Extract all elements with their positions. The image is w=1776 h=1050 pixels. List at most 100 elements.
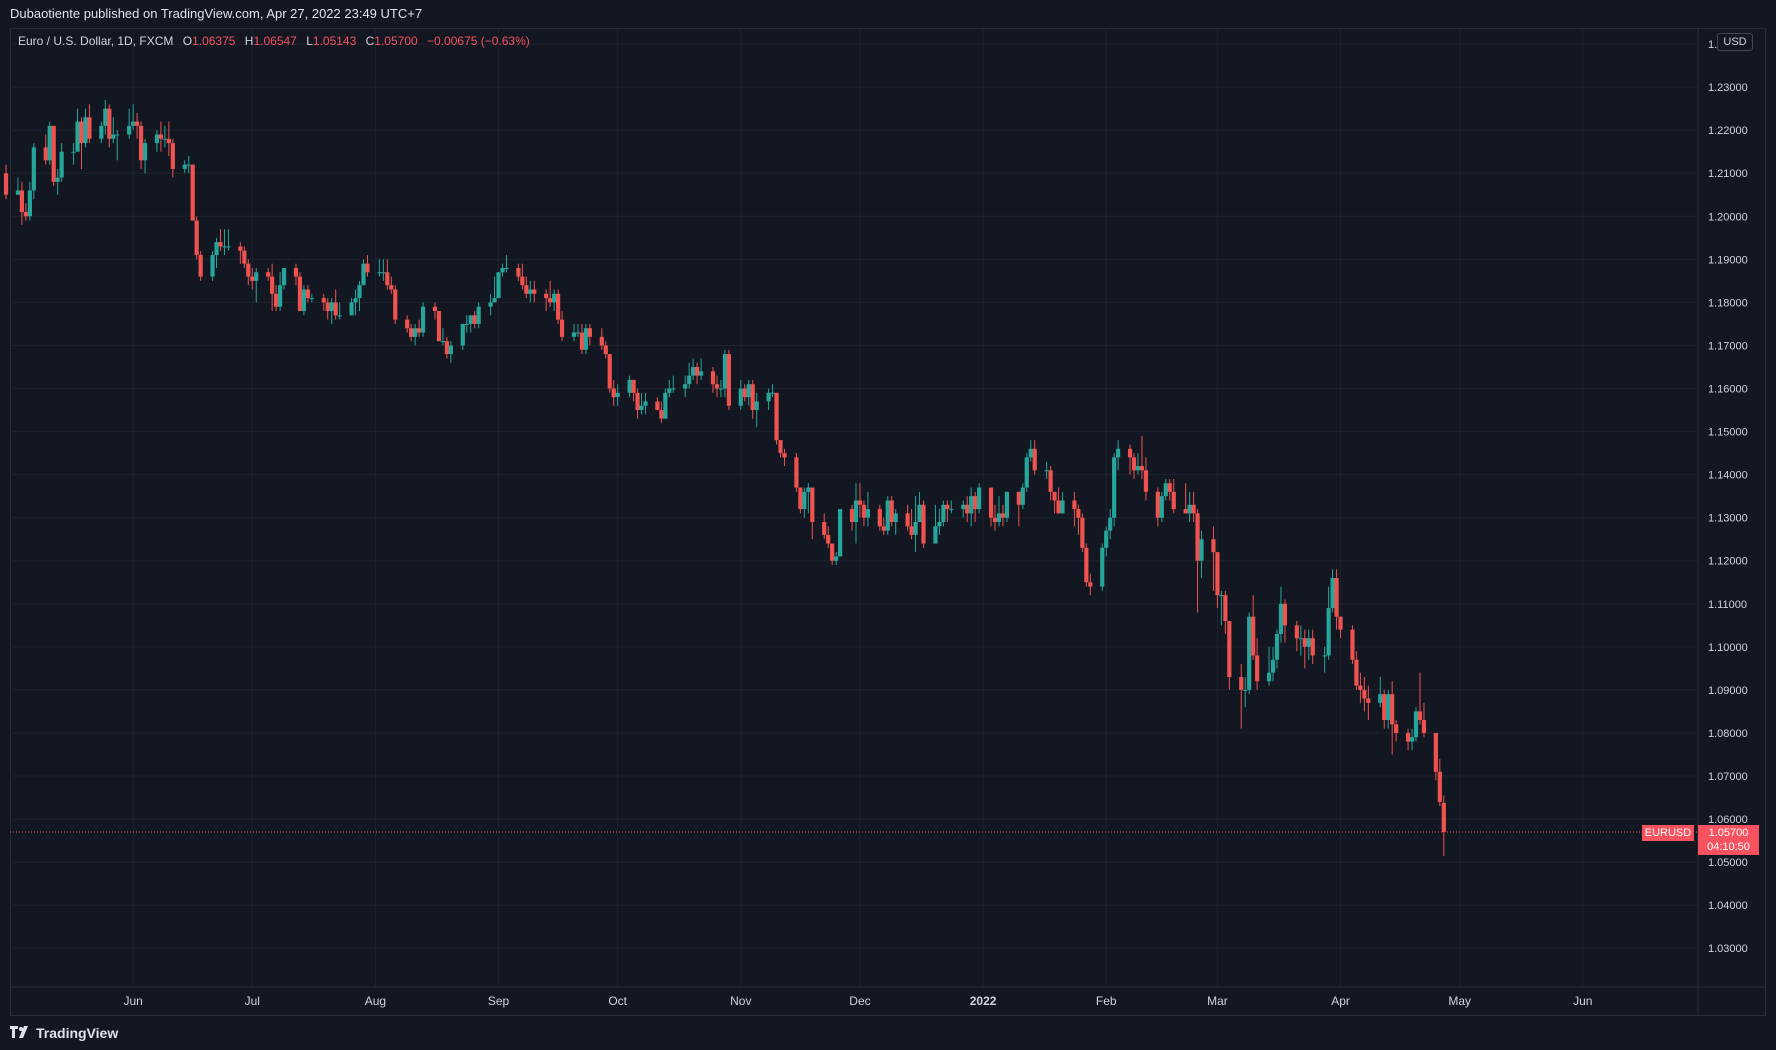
candle-body [806,487,811,492]
candle-body [992,517,998,522]
candle-body [1326,608,1331,656]
candle-body [718,388,724,390]
candle-body [710,371,716,385]
candle-body [988,487,994,518]
candle-body [1274,633,1280,660]
candle-body [1088,582,1093,587]
candle-body [226,246,231,248]
candle-body [798,487,803,510]
candle-body [182,164,187,169]
candle-body [937,521,942,527]
candle-body [3,173,9,195]
candle-body [544,293,549,299]
candle-body [1167,483,1172,492]
candle-body [1354,659,1359,686]
candle-body [774,392,779,441]
candle-body [194,220,199,256]
candle-body [19,190,25,212]
candle-body [746,384,751,398]
published-text: Dubaotiente published on TradingView.com… [10,6,423,21]
candle-body [1199,539,1204,561]
candle-body [556,293,561,320]
candle-body [1322,655,1327,657]
tradingview-logo-icon[interactable] [10,1025,30,1041]
x-tick-label: Jun [1573,994,1592,1008]
candle-body [385,272,390,286]
candle-body [1028,448,1033,458]
candle-body [893,513,898,522]
candle-body [333,302,338,316]
candle-body [250,276,255,281]
candle-body [492,298,497,303]
candle-body [1409,737,1415,742]
candle-body [977,487,982,510]
candle-body [615,392,620,398]
currency-selector[interactable]: USD [1717,33,1753,51]
candle-body [1255,655,1260,682]
high-value: 1.06547 [253,34,297,48]
candle-body [691,366,696,376]
candle-body [1405,732,1411,742]
candle-body [1350,629,1355,660]
candle-body [142,143,148,161]
candle-body [655,401,660,411]
y-tick-label: 1.07000 [1708,771,1748,783]
candle-body [1052,491,1057,501]
y-tick-label: 1.15000 [1708,427,1748,439]
candle-body [1048,470,1053,492]
candle-body [321,298,326,303]
candle-body [548,298,553,303]
candle-body [528,289,533,294]
axes: 1.240001.230001.220001.210001.200001.190… [10,29,1766,1015]
candle-body [432,306,438,312]
candle-body [416,328,422,333]
candle-body [603,345,608,355]
candle-body [55,177,60,182]
candle-body [325,302,330,312]
candle-body [1306,638,1311,647]
symbol-description[interactable]: Euro / U.S. Dollar, 1D, FXCM [18,34,174,48]
chart-frame[interactable] [10,28,1766,1016]
y-tick-label: 1.16000 [1708,384,1748,396]
candle-body [1004,491,1010,518]
candle-body [671,388,676,390]
candle-body [1155,491,1160,518]
candle-body [293,267,299,277]
candle-body [1330,577,1335,609]
candle-body [722,354,728,389]
y-tick-label: 1.03000 [1708,943,1748,955]
low-value: 1.05143 [312,34,357,48]
candle-body [635,392,640,411]
candle-body [639,405,644,411]
candle-body [365,263,370,273]
x-tick-label: 2022 [970,994,997,1008]
candle-body [361,263,366,286]
y-tick-label: 1.21000 [1708,168,1748,180]
candle-body [198,255,203,277]
candle-body [575,332,581,334]
candle-body [277,285,283,307]
close-label: C [365,34,375,48]
candle-body [1195,513,1200,561]
candle-body [631,379,636,393]
candle-body [698,371,704,376]
candle-body [1084,547,1089,583]
candle-body [31,147,36,191]
low-label: L [306,34,313,48]
candle-body [47,125,52,161]
y-tick-label: 1.17000 [1708,340,1748,352]
candle-body [1219,595,1224,597]
footer-brand[interactable]: TradingView [36,1025,119,1041]
candle-body [1310,638,1315,656]
x-tick-label: Apr [1331,994,1350,1008]
candle-body [297,276,303,312]
candle-body [377,272,382,274]
candle-body [444,341,449,355]
candle-body [504,267,509,269]
candle-body [464,323,469,325]
candle-body [476,306,481,324]
candle-body [695,366,700,376]
candlestick-chart[interactable]: 1.240001.230001.220001.210001.200001.190… [0,0,1776,1016]
y-tick-label: 1.06000 [1708,814,1748,826]
candle-body [1143,470,1149,492]
